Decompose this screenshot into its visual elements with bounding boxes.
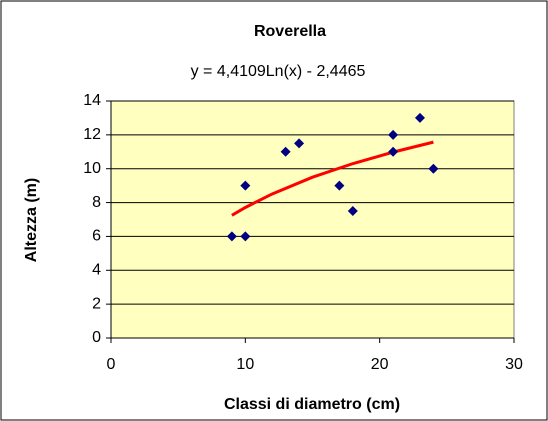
data-point bbox=[334, 180, 345, 191]
x-tick-label: 30 bbox=[505, 356, 523, 373]
x-tick-label: 0 bbox=[107, 356, 116, 373]
y-tick-label: 14 bbox=[83, 92, 101, 109]
data-point bbox=[240, 180, 251, 191]
y-axis-label: Altezza (m) bbox=[23, 178, 40, 262]
x-axis-label: Classi di diametro (cm) bbox=[224, 396, 400, 413]
y-tick-label: 4 bbox=[92, 262, 101, 279]
data-point bbox=[347, 206, 358, 217]
data-point bbox=[388, 129, 399, 140]
y-tick-label: 10 bbox=[83, 160, 101, 177]
data-point bbox=[280, 146, 291, 157]
chart-title: Roverella bbox=[254, 23, 326, 40]
data-point bbox=[428, 163, 439, 174]
data-point bbox=[240, 231, 251, 242]
y-tick-label: 2 bbox=[92, 295, 101, 312]
y-tick-label: 6 bbox=[92, 228, 101, 245]
data-point bbox=[388, 146, 399, 157]
data-point bbox=[294, 138, 305, 149]
plot-area bbox=[110, 100, 515, 339]
x-tick-label: 20 bbox=[371, 356, 389, 373]
y-tick-label: 0 bbox=[92, 329, 101, 346]
data-point bbox=[226, 231, 237, 242]
x-tick-label: 10 bbox=[236, 356, 254, 373]
y-tick-label: 8 bbox=[92, 194, 101, 211]
y-tick-label: 12 bbox=[83, 126, 101, 143]
data-point bbox=[414, 112, 425, 123]
equation: y = 4,4109Ln(x) - 2,4465 bbox=[191, 63, 366, 80]
